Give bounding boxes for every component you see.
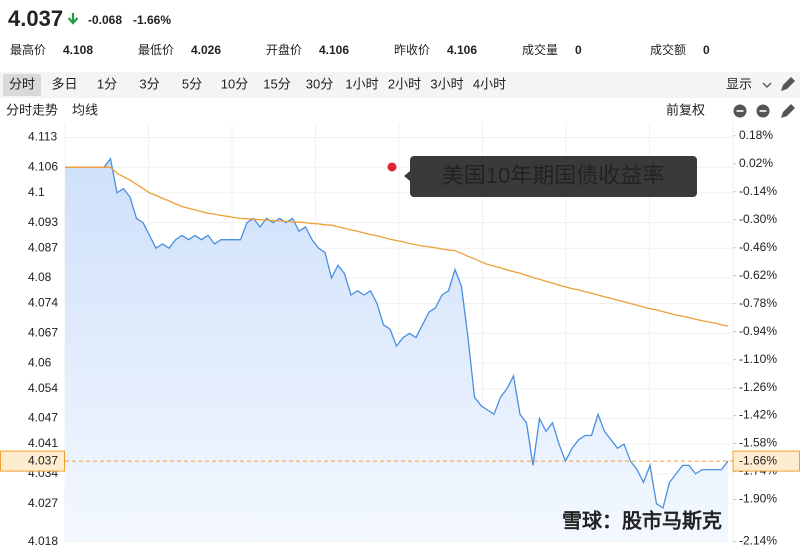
- y2-tick-label: -1.58%: [739, 436, 777, 450]
- y2-tick-label: -1.42%: [739, 408, 777, 422]
- change: -0.068: [88, 13, 122, 27]
- adjust-menu[interactable]: 前复权: [666, 102, 705, 117]
- stat-label: 最低价: [138, 43, 174, 57]
- current-change-label: -1.66%: [739, 453, 777, 467]
- price-line: [65, 157, 729, 509]
- chart: 4.113 4.106 4.1 4.093 4.087 4.08 4.074 4.067 4.0…: [0, 123, 800, 546]
- current-price-label: 4.037: [28, 453, 58, 467]
- stat-value: 4.026: [191, 43, 221, 57]
- stat-value: 4.106: [319, 43, 349, 57]
- active-tab-bg: [3, 74, 41, 96]
- stat-value: 4.106: [447, 43, 477, 57]
- stat-label: 最高价: [10, 42, 46, 57]
- tab[interactable]: 10分: [221, 76, 248, 91]
- y2-tick-label: 0.02%: [739, 156, 773, 170]
- y2-tick-label: -1.26%: [739, 380, 777, 394]
- y2-tick-label: -2.14%: [739, 534, 777, 546]
- y-tick-label: 4.1: [28, 185, 45, 199]
- stat-value: 0: [703, 43, 710, 57]
- tab-bar: [0, 72, 800, 98]
- change-pct: -1.66%: [133, 13, 171, 27]
- display-menu[interactable]: 显示: [726, 76, 752, 91]
- average-line: [65, 166, 729, 327]
- annotation: 美国10年期国债收益率: [442, 163, 664, 188]
- legend-entry[interactable]: 均线: [72, 102, 98, 117]
- chevron: [762, 82, 772, 88]
- tab[interactable]: 1小时: [345, 76, 378, 91]
- legend-entry[interactable]: 分时走势: [6, 102, 58, 117]
- y-tick-label: 4.067: [28, 326, 58, 340]
- y-tick-label: 4.113: [28, 130, 57, 144]
- tab[interactable]: 多日: [51, 76, 77, 91]
- y2-tick-label: -0.46%: [739, 240, 777, 254]
- stat-label: 昨收价: [394, 43, 430, 57]
- tab[interactable]: 3分: [139, 76, 159, 91]
- y-tick-label: 4.027: [28, 496, 58, 510]
- y2-tick-label: -0.78%: [739, 296, 777, 310]
- price-area: [65, 158, 728, 543]
- tab[interactable]: 分时: [9, 76, 35, 91]
- y2-tick-label: -0.30%: [739, 212, 777, 226]
- stat-label: 成交额: [650, 42, 686, 57]
- y2-tick-label: -1.90%: [739, 492, 777, 506]
- tab[interactable]: 1分: [97, 76, 117, 91]
- y-tick-label: 4.054: [28, 381, 58, 395]
- tab[interactable]: 5分: [182, 76, 202, 91]
- price: 4.037: [8, 6, 63, 31]
- y-tick-label: 4.041: [28, 436, 58, 450]
- y-tick-label: 4.087: [28, 240, 58, 254]
- stat-label: 成交量: [522, 42, 558, 57]
- y-tick-label: 4.047: [28, 411, 58, 425]
- down-arrow: [67, 13, 79, 25]
- current-price-box: [0, 450, 65, 472]
- stat-value: 4.108: [63, 43, 93, 57]
- y-tick-label: 4.08: [28, 270, 52, 284]
- stat-value: 0: [575, 43, 582, 57]
- annotation-dot: [387, 162, 397, 172]
- y2-tick-label: -1.10%: [739, 352, 777, 366]
- y-tick-label: 4.106: [28, 159, 58, 173]
- y-tick-label: 4.018: [28, 534, 58, 546]
- y-tick-label: 4.093: [28, 215, 58, 229]
- y-tick-label: 4.06: [28, 355, 52, 369]
- annotation-box: [404, 156, 697, 197]
- tab[interactable]: 30分: [306, 76, 333, 91]
- tab[interactable]: 15分: [263, 76, 290, 91]
- tab[interactable]: 2小时: [388, 76, 421, 91]
- stat-label: 开盘价: [266, 42, 302, 57]
- pencil-icon[interactable]: [781, 77, 795, 91]
- y2-tick-label: -0.14%: [739, 184, 777, 198]
- tab[interactable]: 3小时: [430, 76, 463, 91]
- y2-tick-label: -0.94%: [739, 324, 777, 338]
- y2-tick-label: 0.18%: [739, 128, 773, 142]
- watermark: 雪球：股市马斯克: [562, 508, 722, 532]
- pencil-icon[interactable]: [781, 104, 795, 118]
- y2-tick-label: -0.62%: [739, 268, 777, 282]
- tab[interactable]: 4小时: [473, 76, 506, 91]
- y-tick-label: 4.074: [28, 296, 58, 310]
